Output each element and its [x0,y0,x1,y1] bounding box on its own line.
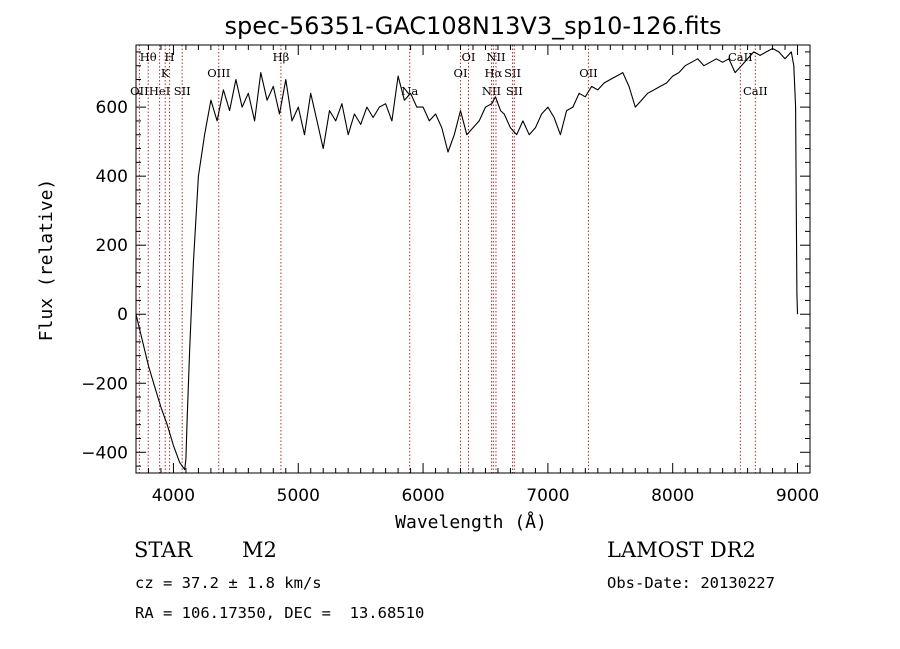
object-subclass: M2 [242,538,277,562]
marker-label-18: CaII [743,84,768,98]
marker-label-5: SII [174,84,191,98]
x-tick-label: 9000 [776,486,819,506]
plot-frame [135,44,811,474]
x-axis-ticks: 4000 5000 6000 7000 8000 9000 [135,45,819,506]
x-axis-label: Wavelength (Å) [395,511,547,533]
survey-name: LAMOST DR2 [607,538,756,562]
marker-label-16: OII [579,66,598,80]
marker-label-14: SII [504,66,521,80]
y-tick-label: 400 [96,167,128,187]
y-tick-label: −400 [81,443,128,463]
obs-date: Obs-Date: 20130227 [607,574,775,592]
x-tick-label: 7000 [526,486,569,506]
marker-label-6: OIII [207,66,230,80]
x-tick-label: 8000 [651,486,694,506]
marker-label-10: OI [462,50,476,64]
y-tick-label: −200 [81,374,128,394]
marker-label-9: OI [454,66,468,80]
y-axis-label: Flux (relative) [36,179,57,342]
chart-title: spec-56351-GAC108N13V3_sp10-126.fits [225,12,722,40]
marker-label-2: HeI [149,84,170,98]
series-line-0 [135,47,799,471]
marker-label-3: K [161,66,170,80]
y-tick-label: 0 [117,305,128,325]
y-tick-label: 200 [96,236,128,256]
coordinates: RA = 106.17350, DEC = 13.68510 [135,604,425,622]
marker-label-11: NII [482,84,501,98]
marker-label-15: SII [506,84,523,98]
line-markers: OIIHθHeIKHSIIOIIIHβNaOIOINIIHαNIISIISIIO… [130,45,768,473]
marker-label-8: Na [401,84,418,98]
marker-label-0: OII [130,84,149,98]
series-group [135,47,799,471]
x-tick-label: 5000 [277,486,320,506]
y-tick-label: 600 [96,98,128,118]
x-tick-label: 6000 [401,486,444,506]
x-tick-label: 4000 [152,486,195,506]
marker-label-1: Hθ [140,50,157,64]
marker-label-4: H [165,50,175,64]
y-axis-ticks: −400 −200 0 200 400 600 [81,51,810,467]
marker-label-7: Hβ [273,50,290,64]
redshift-readout: cz = 37.2 ± 1.8 km/s [135,574,322,592]
marker-label-12: Hα [484,66,502,80]
marker-label-13: NII [486,50,505,64]
object-class: STAR [134,538,193,562]
